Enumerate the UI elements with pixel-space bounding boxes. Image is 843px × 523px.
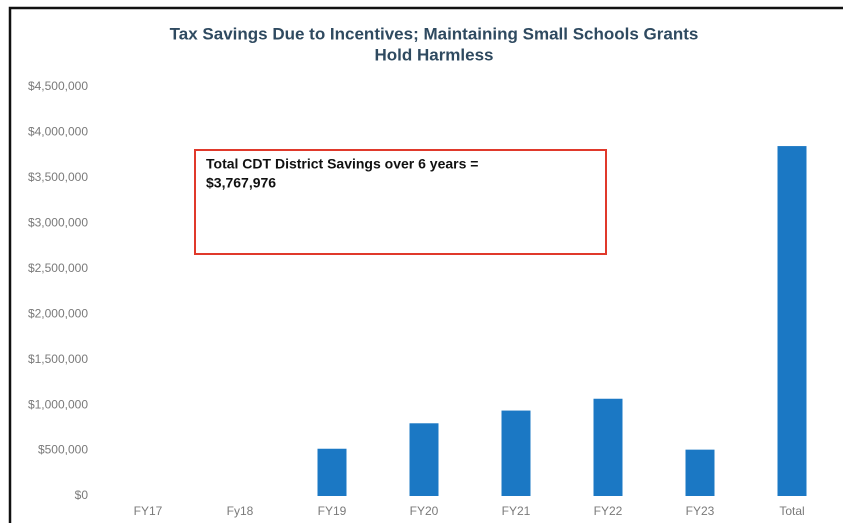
bar — [593, 398, 623, 496]
chart-title: Tax Savings Due to Incentives; Maintaini… — [170, 24, 699, 43]
x-tick-label: FY21 — [502, 504, 531, 518]
annotation-box — [194, 149, 607, 255]
frame — [8, 6, 843, 523]
y-tick-label: $1,000,000 — [28, 397, 88, 411]
chart-title: Hold Harmless — [374, 45, 493, 64]
bar — [777, 146, 807, 497]
y-tick-label: $500,000 — [38, 443, 88, 457]
x-tick-label: Fy18 — [227, 504, 254, 518]
y-tick-label: $2,500,000 — [28, 261, 88, 275]
bar — [685, 449, 715, 496]
bar — [501, 410, 531, 496]
y-tick-label: $1,500,000 — [28, 352, 88, 366]
y-tick-label: $3,000,000 — [28, 216, 88, 230]
x-tick-label: FY19 — [318, 504, 347, 518]
y-tick-label: $0 — [75, 488, 89, 502]
y-tick-label: $4,000,000 — [28, 125, 88, 139]
x-tick-label: FY17 — [134, 504, 163, 518]
bar — [317, 448, 347, 496]
x-tick-label: Total — [779, 504, 804, 518]
x-tick-label: FY20 — [410, 504, 439, 518]
annotation: $3,767,976 — [206, 175, 276, 191]
x-tick-label: FY22 — [594, 504, 623, 518]
y-tick-label: $4,500,000 — [28, 79, 88, 93]
annotation: Total CDT District Savings over 6 years … — [206, 156, 478, 172]
bar — [409, 423, 439, 496]
y-tick-label: $3,500,000 — [28, 170, 88, 184]
x-tick-label: FY23 — [686, 504, 715, 518]
y-tick-label: $2,000,000 — [28, 306, 88, 320]
